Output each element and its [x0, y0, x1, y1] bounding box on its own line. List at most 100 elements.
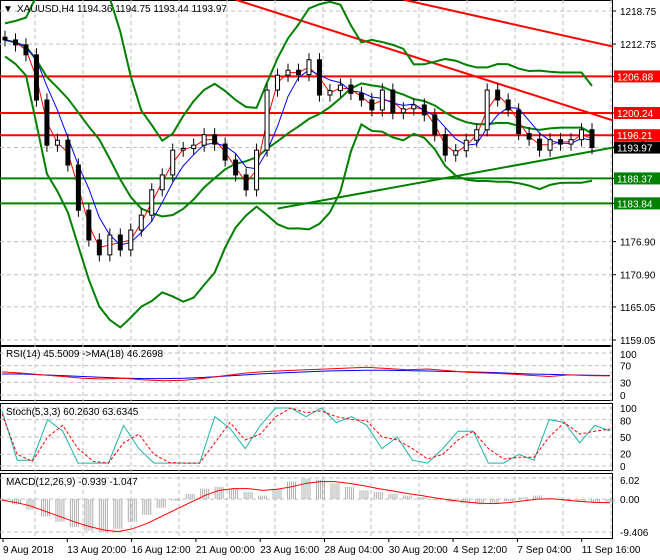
candle-body — [390, 89, 396, 114]
time-tick-label: 7 Sep 04:00 — [517, 545, 571, 556]
indicator-tick-label: 30 — [620, 378, 632, 389]
indicator-tick-label: 20 — [620, 449, 632, 460]
indicator-tick-label: 0 — [620, 462, 626, 473]
candle-body — [149, 189, 155, 216]
candle-body — [411, 104, 417, 110]
symbol-quote: XAUUSD,H4 1194.36 1194.75 1193.44 1193.9… — [17, 4, 227, 15]
level-tag — [614, 107, 660, 120]
candle-body — [316, 59, 322, 96]
level-tag — [614, 172, 660, 185]
level-tag-label: 1200.24 — [617, 109, 654, 120]
candle-body — [191, 144, 197, 149]
candle-body — [222, 143, 228, 161]
candle-body — [442, 134, 448, 156]
macd-label: MACD(12,26,9) -0.939 -1.047 — [6, 477, 138, 488]
dropdown-arrow-icon[interactable]: ▼ — [3, 4, 13, 15]
level-tag — [614, 197, 660, 210]
price-tick-label: 1165.05 — [620, 303, 656, 314]
candle-body — [495, 89, 501, 101]
candle-body — [96, 239, 102, 256]
candle-body — [327, 90, 333, 96]
candle-body — [128, 229, 134, 251]
price-tick-label: 1159.05 — [620, 336, 656, 347]
candle-body — [296, 69, 301, 76]
rsi-ma-line — [2, 369, 611, 380]
stoch-panel: 100 80 50 20 0 — [0, 404, 637, 473]
chart-header: ▼ XAUUSD,H4 1194.36 1194.75 1193.44 1193… — [3, 4, 227, 15]
candle-body — [275, 74, 281, 91]
candle-body — [138, 214, 144, 231]
candle-body — [400, 108, 406, 114]
level-tag-label: 1196.21 — [617, 131, 653, 142]
indicator-tick-label: 0 — [620, 391, 626, 402]
candle-body — [358, 92, 364, 101]
level-tag-label: 1183.84 — [617, 199, 653, 210]
candle-body — [170, 149, 176, 176]
candle-body — [54, 139, 60, 146]
candle-body — [243, 174, 249, 191]
candle-body — [526, 133, 532, 140]
macd-signal-line — [1, 481, 611, 533]
candle-body — [306, 59, 312, 76]
indicator-tick-label: 6.02 — [620, 476, 640, 487]
candle-body — [589, 129, 595, 149]
candle-body — [201, 134, 207, 146]
indicator-tick-label: 100 — [620, 404, 637, 415]
candle-body — [568, 139, 574, 145]
trendline — [277, 140, 645, 210]
candle-body — [12, 39, 18, 46]
candle-body — [254, 149, 260, 191]
indicator-tick-label: 70 — [620, 362, 632, 373]
time-tick-label: 30 Aug 20:00 — [389, 545, 448, 556]
candle-body — [285, 69, 291, 76]
candle-body — [484, 89, 490, 131]
axes: 1218.75 1212.75 1176.90 1170.90 1165.05 1159.… — [2, 7, 660, 556]
candle-body — [180, 147, 186, 151]
candle-body — [75, 164, 81, 211]
stoch-signal-line — [1, 407, 611, 464]
current-price-tag-label: 1193.97 — [617, 144, 653, 155]
main-price-panel — [0, 0, 645, 329]
bollinger-lower — [4, 55, 593, 329]
rsi-line — [1, 366, 611, 382]
candle-body — [159, 174, 165, 191]
time-tick-label: 9 Aug 2018 — [3, 545, 54, 556]
indicator-tick-label: -9.406 — [620, 528, 649, 539]
bollinger-middle — [4, 38, 593, 218]
candle-body — [432, 114, 438, 136]
rsi-label: RSI(14) 45.5009 ->MA(18) 46.2698 — [6, 349, 163, 360]
price-tick-label: 1218.75 — [620, 7, 657, 18]
candle-body — [33, 54, 39, 101]
time-tick-label: 4 Sep 12:00 — [453, 545, 507, 556]
time-tick-label: 23 Aug 16:00 — [260, 545, 319, 556]
indicator-tick-label: 50 — [620, 433, 632, 444]
indicator-tick-label: 100 — [620, 350, 637, 361]
candle-body — [117, 234, 123, 251]
trendline — [403, 0, 614, 48]
candle-body — [369, 99, 375, 111]
indicator-tick-label: 80 — [620, 417, 632, 428]
level-tag-label: 1188.37 — [617, 174, 653, 185]
candle-body — [558, 139, 564, 145]
candle-body — [474, 129, 480, 141]
candle-body — [547, 139, 553, 151]
level-tag — [614, 70, 660, 83]
current-price-tag — [614, 141, 660, 154]
candle-body — [579, 129, 585, 141]
candle-body — [2, 36, 8, 41]
bollinger-upper — [4, 0, 593, 143]
stoch-label: Stoch(5,3,3) 60.2630 63.6345 — [6, 407, 139, 418]
candle-body — [421, 104, 427, 116]
price-tick-label: 1212.75 — [620, 40, 657, 51]
candle-body — [233, 159, 239, 176]
macd-panel: 6.02 0.00 -9.406 — [0, 476, 649, 539]
panel-frame — [0, 346, 613, 401]
trendline — [235, 0, 614, 122]
candle-body — [337, 84, 343, 92]
candle-body — [505, 99, 511, 111]
candle-body — [23, 44, 29, 56]
level-tag — [614, 129, 660, 142]
